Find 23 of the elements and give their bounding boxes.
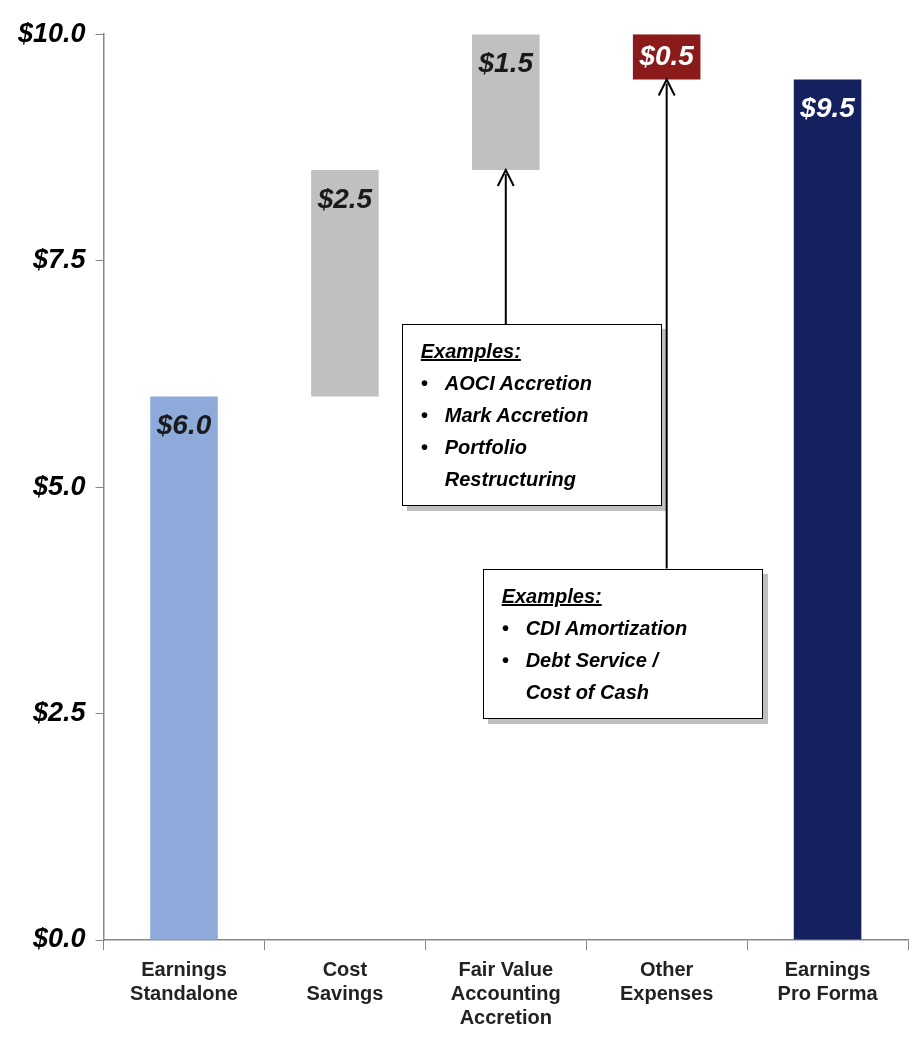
data-label: $0.5 — [638, 39, 695, 71]
callout-box: Examples: • CDI Amortization • Debt Service / Cost of Cash — [482, 568, 763, 719]
data-label: $1.5 — [477, 46, 534, 78]
data-label: $9.5 — [799, 92, 856, 124]
y-tick-label: $5.0 — [32, 470, 86, 501]
annotation: Examples: • AOCI Accretion • Mark Accretion • Portfolio Restructuring — [420, 339, 593, 493]
data-label: $2.5 — [316, 182, 373, 214]
data-label: $6.0 — [155, 409, 212, 441]
callout-box: Examples: • AOCI Accretion • Mark Accretion • Portfolio Restructuring — [401, 324, 662, 507]
bar — [793, 79, 862, 940]
y-tick-label: $2.5 — [32, 697, 87, 727]
bar — [150, 396, 218, 940]
bar — [311, 170, 379, 397]
y-tick-label: $0.0 — [32, 923, 86, 954]
x-tick-label: Other Expenses — [619, 957, 714, 1004]
x-tick-label: Earnings Standalone — [130, 957, 238, 1004]
x-tick-label: Cost Savings — [306, 957, 384, 1004]
y-tick-label: $7.5 — [32, 244, 87, 275]
x-tick-label: Earnings Pro Forma — [777, 957, 879, 1004]
x-tick-label: Fair Value Accounting Accretion — [450, 957, 561, 1028]
bar — [472, 34, 540, 171]
annotation: Examples: • CDI Amortization • Debt Service / Cost of Cash — [501, 583, 689, 705]
y-tick-label: $10.0 — [16, 17, 86, 48]
